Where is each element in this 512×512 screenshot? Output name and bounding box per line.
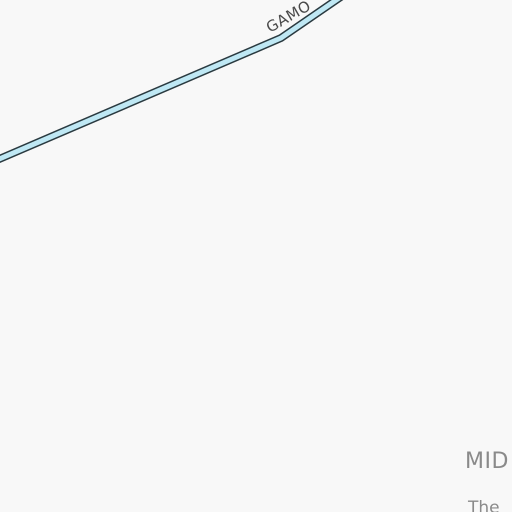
- place-sublabel: The: [468, 498, 500, 512]
- road-fill[interactable]: [0, 0, 345, 163]
- place-label: MID: [465, 449, 509, 474]
